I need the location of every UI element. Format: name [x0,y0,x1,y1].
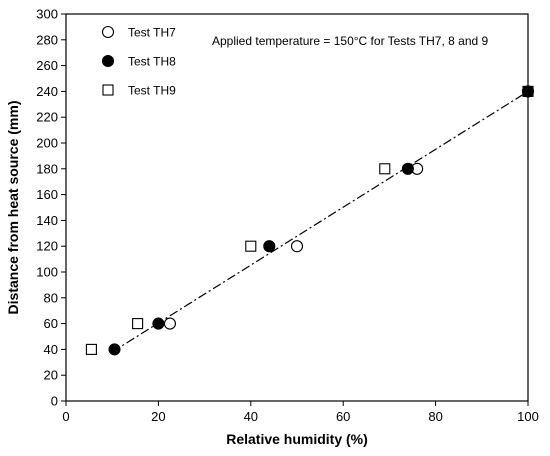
fit-line-layer [111,90,529,353]
data-point-open-circle [290,240,304,253]
y-tick-label: 220 [36,110,58,125]
y-tick-label: 0 [51,394,58,409]
x-tick-label: 20 [151,409,165,424]
data-points-layer [85,85,535,356]
plot-frame [65,13,529,402]
y-tick-label: 180 [36,161,58,176]
fit-line [111,90,529,353]
y-tick-label: 20 [44,368,58,383]
plot-border [65,13,529,402]
legend-label: Test TH7 [128,26,176,40]
y-tick-label: 100 [36,265,58,280]
data-point-filled-circle [401,162,414,175]
x-tick-label: 0 [62,409,69,424]
legend: Test TH7 Test TH8 Test TH9 [101,25,176,98]
data-point-open-square [85,343,97,355]
legend-marker-filled-circle [101,54,115,68]
chart-annotation: Applied temperature = 150°C for Tests TH… [212,34,489,48]
y-tick-label: 40 [44,342,58,357]
y-tick-label: 80 [44,290,58,305]
data-point-filled-circle [152,317,165,330]
data-point-open-square [245,240,257,252]
y-tick-label: 260 [36,58,58,73]
y-tick-label: 200 [36,136,58,151]
legend-label: Test TH9 [128,84,176,98]
y-tick-label: 120 [36,239,58,254]
data-point-filled-circle [521,85,535,98]
y-axis-title: Distance from heat source (mm) [5,101,21,315]
data-point-filled-circle [263,240,276,253]
legend-marker-open-square [102,84,114,96]
y-tick-label: 300 [36,7,58,22]
x-axis-ticks: 0 20 40 60 80 100 [62,401,539,424]
y-tick-label: 60 [44,316,58,331]
x-tick-label: 60 [336,409,350,424]
data-point-open-circle [163,317,176,330]
data-point-filled-circle [108,343,121,356]
x-tick-label: 80 [428,409,442,424]
y-axis-ticks: 0 20 40 60 80 100 120 140 160 180 200 220 240 260 280 3… [36,7,66,409]
x-tick-label: 100 [517,409,539,424]
x-axis-title: Relative humidity (%) [226,431,368,447]
data-point-open-square [132,318,144,330]
y-tick-label: 140 [36,213,58,228]
x-tick-label: 40 [244,409,258,424]
legend-marker-open-circle [101,25,115,39]
y-tick-label: 240 [36,84,58,99]
legend-label: Test TH8 [128,55,176,69]
y-tick-label: 160 [36,187,58,202]
y-tick-label: 280 [36,32,58,47]
data-point-open-square [379,163,391,175]
